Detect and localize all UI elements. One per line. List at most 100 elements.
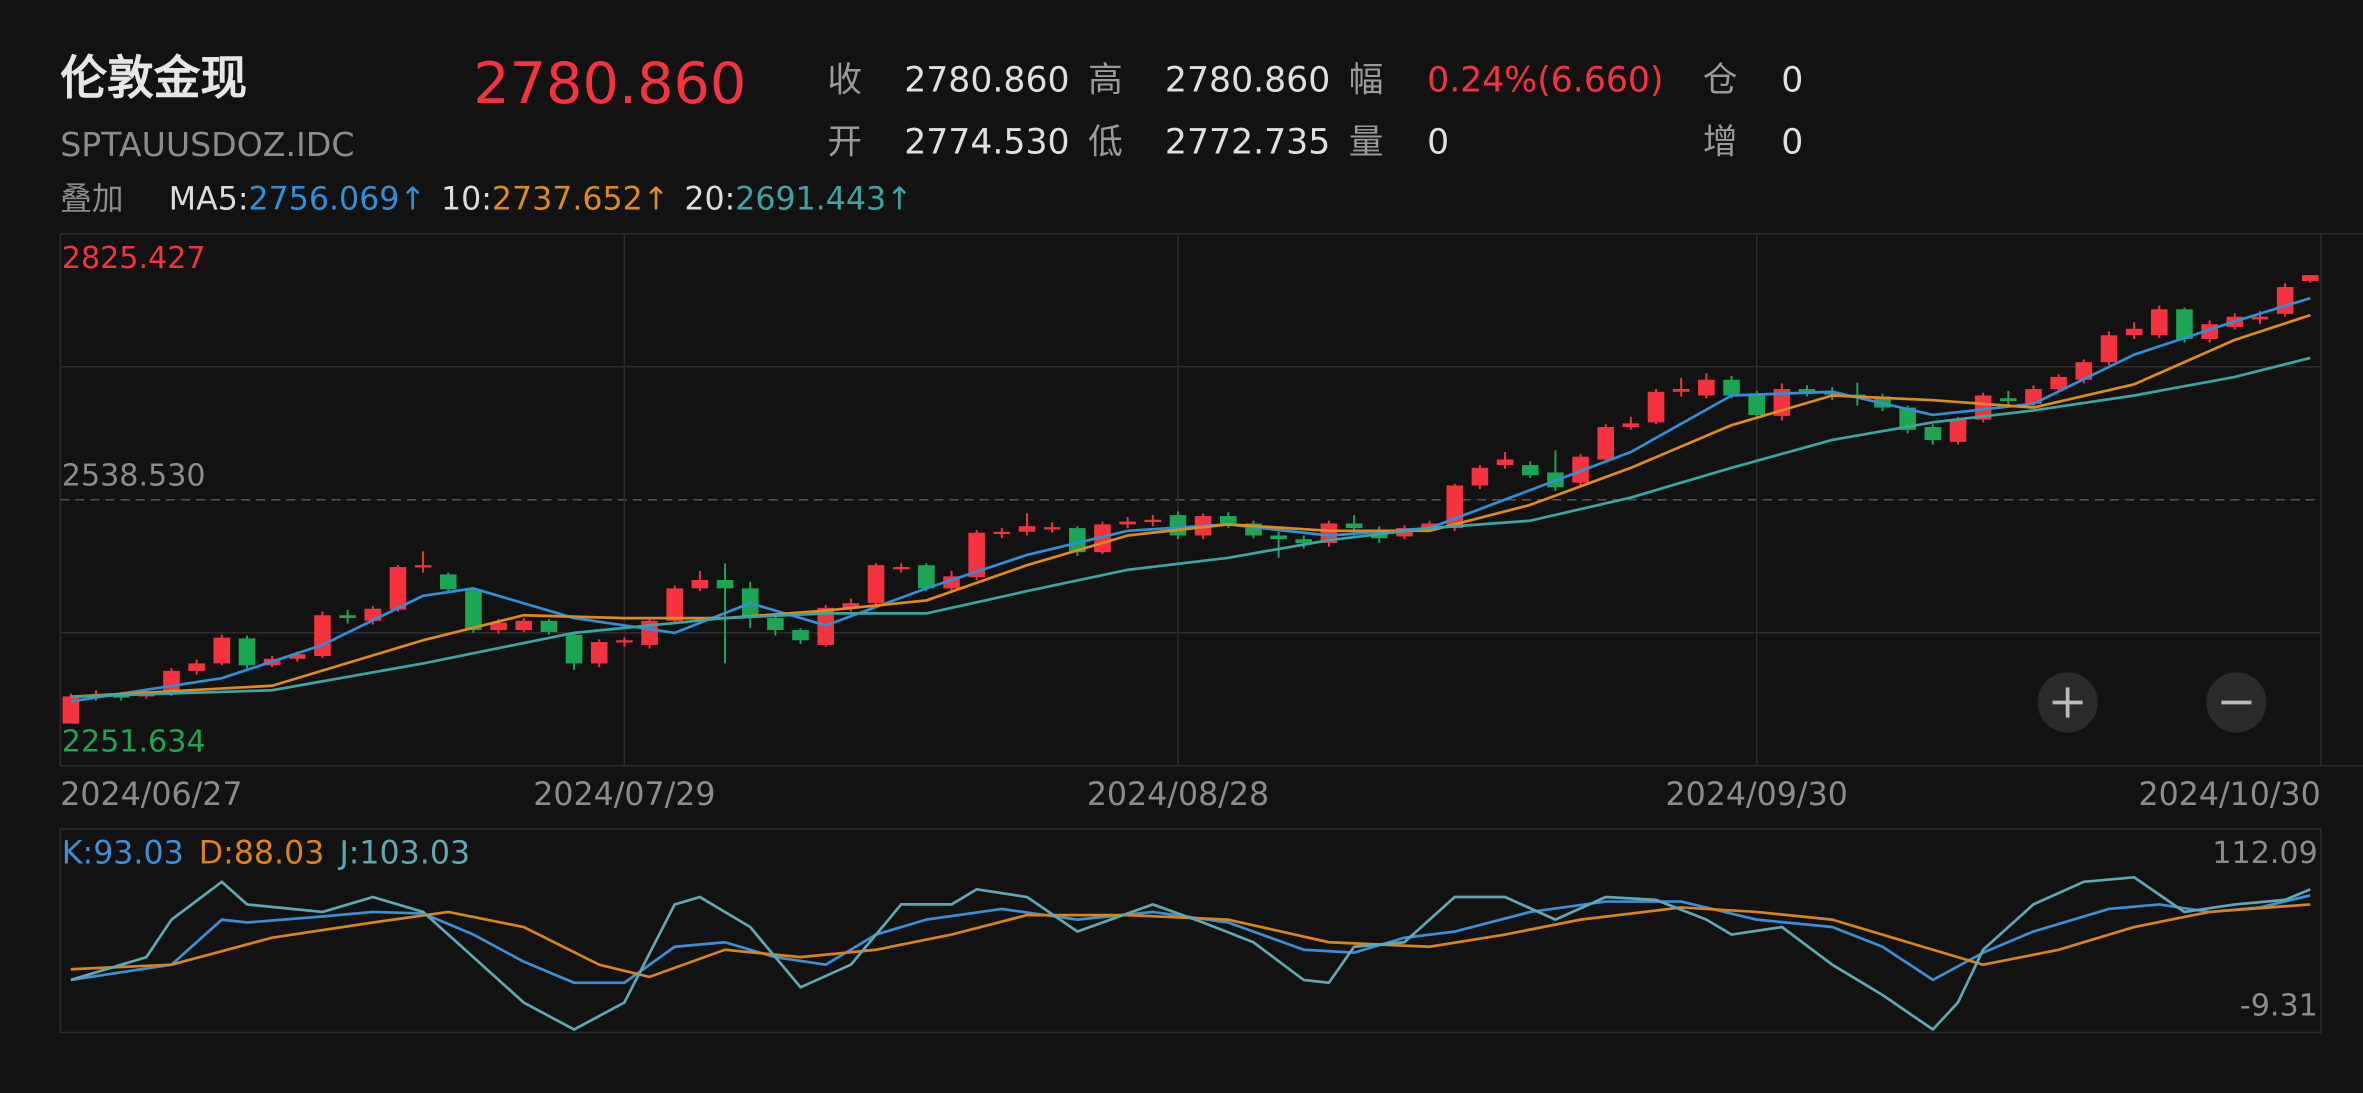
candle-body <box>1899 407 1916 430</box>
x-tick-label: 2024/07/29 <box>533 777 715 813</box>
legend-text: MA5 <box>169 182 238 218</box>
legend-text: 2737.652 <box>492 182 643 218</box>
candle-body <box>414 565 432 568</box>
quote-label: 幅 <box>1349 61 1384 101</box>
zoom-out-button[interactable] <box>2206 672 2267 733</box>
candle-body <box>540 620 558 632</box>
candle-body <box>1723 379 1740 396</box>
candle-body <box>792 630 809 641</box>
candle-body <box>2100 335 2118 363</box>
candle-body <box>288 654 306 659</box>
candle-body <box>1295 539 1313 543</box>
x-tick-label: 2024/09/30 <box>1666 777 1848 813</box>
quote-label: 量 <box>1349 122 1384 162</box>
legend-text: D <box>199 836 223 872</box>
candle-body <box>2301 275 2319 281</box>
legend-text: 2691.443 <box>735 182 886 218</box>
candle-body <box>1421 523 1438 529</box>
candle-body <box>968 532 985 578</box>
x-tick-label: 2024/08/28 <box>1087 777 1269 813</box>
candle-body <box>1748 395 1765 415</box>
quote-value: 0 <box>1427 122 1449 162</box>
last-price: 2780.860 <box>473 50 746 117</box>
candle-body <box>314 615 331 657</box>
overlay-label[interactable]: 叠加 <box>60 182 123 218</box>
candle-body <box>439 574 457 590</box>
legend-text: ↑ <box>886 182 913 218</box>
candle-body <box>1471 467 1489 486</box>
candle-body <box>1974 395 1992 420</box>
candle-body <box>2125 328 2143 336</box>
candle-body <box>842 603 860 608</box>
candle-body <box>213 637 231 664</box>
candle-body <box>1144 519 1162 523</box>
y-tick-label: 2538.530 <box>62 459 206 494</box>
quote-value: 2774.530 <box>904 122 1069 162</box>
quote-label: 收 <box>827 61 862 101</box>
candle-body <box>1270 535 1287 540</box>
legend-text: K <box>62 836 84 872</box>
legend-text: 103.03 <box>359 836 470 872</box>
candle-body <box>339 615 356 619</box>
candle-body <box>490 622 507 631</box>
legend: K:93.03 D:88.03 J:103.03 <box>62 836 470 872</box>
quote-label: 高 <box>1088 61 1123 101</box>
candle-body <box>1949 419 1967 442</box>
quote-value: 2772.735 <box>1165 122 1330 162</box>
series-line <box>70 875 2311 1031</box>
zoom-in-button[interactable] <box>2037 672 2098 733</box>
x-tick-label: 2024/10/30 <box>2139 777 2321 813</box>
legend-text: ↑ <box>399 182 426 218</box>
candle-body <box>2251 316 2269 320</box>
y-tick-label: 112.09 <box>2212 836 2317 871</box>
candle-body <box>465 589 482 631</box>
legend-text: 2756.069 <box>248 182 399 218</box>
candle-body <box>616 640 633 643</box>
legend-text: J <box>337 836 348 872</box>
candle-body <box>1496 459 1514 466</box>
candle-body <box>1043 527 1061 530</box>
candle-body <box>1219 516 1237 524</box>
legend-text: : <box>223 836 234 872</box>
candle-body <box>590 642 608 664</box>
candle-body <box>1320 523 1338 543</box>
candle-body <box>1698 379 1715 396</box>
candle-body <box>2276 287 2294 314</box>
candle-body <box>2150 309 2168 336</box>
quote-value: 2780.860 <box>904 61 1069 101</box>
legend-text: : <box>481 182 492 218</box>
quote-label: 仓 <box>1703 61 1738 101</box>
candle-body <box>2000 398 2017 402</box>
quote-value: 0 <box>1781 61 1803 101</box>
y-tick-label: 2251.634 <box>62 725 206 760</box>
candle-body <box>1345 523 1363 529</box>
legend-text: 20 <box>684 182 724 218</box>
candle-body <box>1069 528 1086 553</box>
series-line <box>70 313 2311 699</box>
candle-body <box>918 565 935 589</box>
candle-body <box>112 695 130 698</box>
candle-body <box>515 620 533 631</box>
legend: MA5:2756.069↑ 10:2737.652↑ 20:2691.443↑ <box>169 182 913 218</box>
candle-body <box>1018 526 1036 532</box>
legend-text: : <box>349 836 360 872</box>
candle-body <box>1169 515 1187 536</box>
candle-body <box>565 634 583 664</box>
candle-body <box>1823 391 1841 395</box>
candle-body <box>993 531 1011 535</box>
candle-body <box>1622 423 1640 428</box>
legend-text: : <box>238 182 249 218</box>
legend-text: 93.03 <box>93 836 184 872</box>
candle-body <box>892 567 910 570</box>
quote-label: 开 <box>827 122 862 162</box>
legend-text: 10 <box>441 182 481 218</box>
x-tick-label: 2024/06/27 <box>60 777 242 813</box>
symbol-code: SPTAUUSDOZ.IDC <box>60 125 354 164</box>
quote-value: 0.24%(6.660) <box>1427 61 1663 101</box>
candle-body <box>1672 389 1690 392</box>
candle-body <box>666 588 684 621</box>
series-line <box>70 903 2311 979</box>
legend-text: : <box>725 182 736 218</box>
